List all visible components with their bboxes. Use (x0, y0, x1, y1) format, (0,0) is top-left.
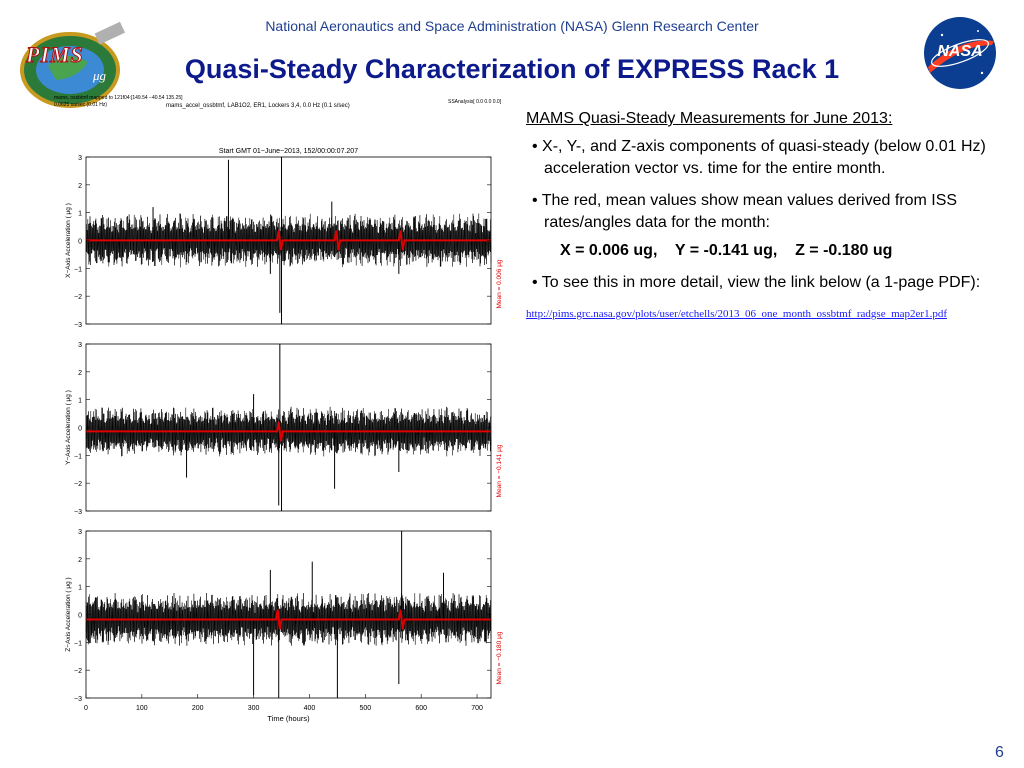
signal-trace (85, 592, 492, 646)
bullet-axis-components: • X-, Y-, and Z-axis components of quasi… (532, 138, 986, 177)
x-tick-label: 500 (359, 705, 371, 712)
mean-line (86, 230, 491, 251)
y-tick-label: −1 (74, 640, 82, 647)
y-tick-label: −2 (74, 481, 82, 488)
y-tick-label: 0 (78, 426, 82, 433)
y-tick-label: 0 (78, 613, 82, 620)
x-tick-label: 200 (192, 705, 204, 712)
x-tick-label: 600 (415, 705, 427, 712)
x-tick-label: 300 (248, 705, 260, 712)
pims-globe-icon (20, 21, 126, 108)
panel-heading: MAMS Quasi-Steady Measurements for June … (526, 110, 893, 127)
x-tick-label: 0 (84, 705, 88, 712)
y-tick-label: −3 (74, 509, 82, 516)
figure-header-line1: mams, ossbtmf mapped to 121f04:[149.54 −… (54, 95, 183, 101)
figure-header-center: mams_accel_ossbtmf, LAB1O2, ER1, Lockers… (166, 103, 350, 109)
chart-panel-1: 3 2 1 0 −1 −2 −3 Y−Axis Acceleration ( μg ) Mean… (65, 342, 503, 516)
y-tick-label: 0 (78, 239, 82, 246)
pdf-link[interactable]: http://pims.grc.nasa.gov/plots/user/etch… (526, 308, 947, 320)
page-number: 6 (995, 744, 1004, 761)
pims-logo: PIMS μg (8, 18, 133, 113)
organization-header: National Aeronautics and Space Administr… (265, 18, 759, 34)
mean-label: Mean = −0.141 μg (496, 444, 503, 497)
y-tick-label: −1 (74, 453, 82, 460)
nasa-logo: NASA (922, 15, 998, 91)
pims-logo-sub: μg (93, 68, 107, 83)
mean-values: X = 0.006 ug, Y = -0.141 ug, Z = -0.180 … (560, 242, 893, 259)
y-tick-label: −2 (74, 294, 82, 301)
y-tick-label: 1 (78, 211, 82, 218)
figure-header-line2: 0.0625 sa/sec (0.01 Hz) (54, 102, 108, 108)
y-tick-label: 1 (78, 585, 82, 592)
mean-label: Mean = 0.006 μg (496, 259, 503, 308)
y-axis-label: X−Axis Acceleration ( μg ) (65, 203, 72, 278)
pims-logo-text: PIMS (26, 42, 84, 68)
chart-title: Start GMT 01−June−2013, 152/00:00:07.207 (219, 148, 358, 155)
bullet-see-detail: • To see this in more detail, view the l… (532, 274, 981, 291)
chart-panel-0: 3 2 1 0 −1 −2 −3 X−Axis Acceleration ( μg ) Mean… (65, 148, 503, 329)
mean-line (86, 609, 491, 630)
bullet-mean-values: • The red, mean values show mean values … (532, 192, 958, 231)
y-tick-label: −3 (74, 322, 82, 329)
y-axis-label: Z−Axis Acceleration ( μg ) (65, 577, 72, 651)
y-tick-label: −1 (74, 266, 82, 273)
page-title: Quasi-Steady Characterization of EXPRESS… (184, 54, 840, 84)
y-tick-label: 3 (78, 155, 82, 162)
y-axis-label: Y−Axis Acceleration ( μg ) (65, 390, 72, 465)
nasa-meatball-icon (924, 17, 996, 89)
right-panel: MAMS Quasi-Steady Measurements for June … (526, 110, 1004, 322)
chart-canvas: 3 2 1 0 −1 −2 −3 X−Axis Acceleration ( μg ) Mean… (65, 148, 503, 723)
figure-header-right: SSAnalysis[ 0.0 0.0 0.0] (448, 99, 502, 105)
signal-trace (85, 406, 492, 457)
x-tick-label: 400 (304, 705, 316, 712)
mean-label: Mean = −0.180 μg (496, 631, 503, 684)
y-tick-label: 2 (78, 370, 82, 377)
x-axis-label: Time (hours) (267, 714, 310, 723)
x-tick-label: 700 (471, 705, 483, 712)
nasa-logo-text: NASA (937, 43, 983, 60)
y-tick-label: 3 (78, 529, 82, 536)
y-tick-label: −3 (74, 696, 82, 703)
mean-line (86, 421, 491, 442)
y-tick-label: 2 (78, 557, 82, 564)
y-tick-label: 3 (78, 342, 82, 349)
acceleration-figure: mams, ossbtmf mapped to 121f04:[149.54 −… (48, 88, 518, 728)
x-tick-label: 100 (136, 705, 148, 712)
y-tick-label: −2 (74, 668, 82, 675)
y-tick-label: 1 (78, 398, 82, 405)
y-tick-label: 2 (78, 183, 82, 190)
